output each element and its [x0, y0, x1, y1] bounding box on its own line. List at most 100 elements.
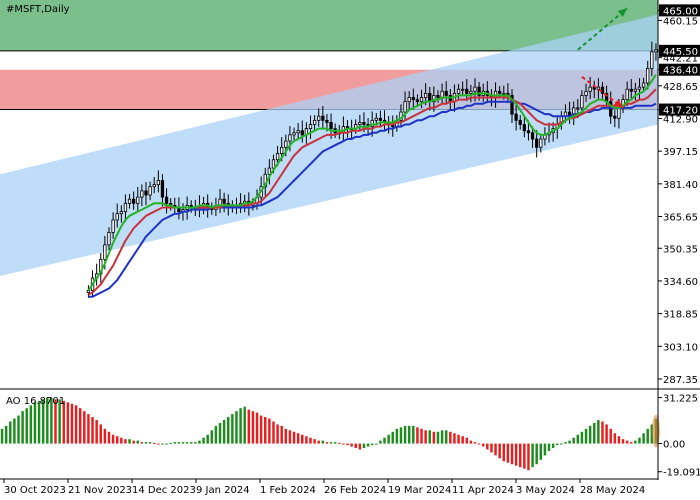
ao-bar: [99, 424, 102, 444]
candle-down: [609, 101, 613, 117]
candle: [317, 108, 321, 127]
ao-bar: [206, 434, 209, 444]
candle-up: [292, 132, 296, 136]
ao-bar: [502, 443, 506, 462]
ao-bar: [350, 443, 353, 447]
ao-bar: [214, 425, 218, 444]
date-tick-label: 11 Apr 2024: [452, 485, 514, 496]
candle: [596, 78, 601, 100]
candle-down: [411, 97, 415, 100]
ao-bar: [535, 443, 538, 465]
ao-bar: [547, 443, 551, 451]
candle-up: [119, 211, 123, 215]
ao-bar: [601, 421, 604, 444]
price-tick-label: 365.65: [663, 213, 698, 224]
candle-down: [329, 122, 333, 130]
ao-bar: [440, 430, 444, 444]
ao-bar: [58, 399, 61, 444]
price-tick-label: 318.85: [663, 310, 698, 321]
candle-down: [522, 124, 526, 132]
candle-up: [419, 97, 424, 103]
ao-bar: [556, 443, 559, 446]
candle-up: [103, 244, 107, 260]
ao-bar: [132, 440, 135, 444]
candle: [321, 106, 325, 129]
candle-down: [300, 130, 304, 136]
candle: [144, 181, 148, 206]
candle-up: [407, 97, 411, 103]
ao-bar: [78, 408, 82, 444]
ao-bar: [189, 442, 193, 444]
ao-bar: [103, 428, 107, 444]
candle: [222, 192, 226, 213]
candle-down: [444, 90, 448, 96]
ao-bar: [74, 405, 78, 444]
candle: [312, 115, 317, 130]
candle-up: [502, 92, 506, 95]
ao-bar: [387, 434, 390, 444]
ao-bar: [477, 443, 481, 445]
candle-down: [325, 119, 329, 123]
ao-bar: [514, 443, 518, 466]
ao-bar: [634, 440, 637, 444]
ao-bar: [572, 437, 575, 444]
arrow-up-line: [577, 7, 628, 51]
price-tag-label: 445.50: [663, 47, 698, 58]
ao-bar: [128, 439, 131, 444]
ao-bar: [543, 443, 547, 456]
candle: [436, 90, 440, 103]
candle-up: [374, 117, 378, 121]
price-tick-label: 412.90: [663, 114, 698, 125]
date-tick-label: 21 Nov 2023: [68, 485, 132, 496]
candle-up: [646, 68, 650, 84]
candle-up: [123, 202, 128, 213]
candle-up: [280, 146, 284, 154]
ao-bar: [527, 443, 530, 471]
ao-bar: [568, 440, 571, 444]
candle-down: [222, 198, 226, 204]
ao-bar: [140, 442, 144, 444]
ao-bar: [317, 440, 320, 444]
ao-bar: [111, 434, 115, 444]
ao-bar: [173, 442, 177, 444]
ao-bar: [165, 443, 168, 445]
candle-up: [115, 213, 119, 221]
date-tick-label: 3 May 2024: [516, 485, 575, 496]
candle-down: [535, 138, 539, 148]
ao-bar: [621, 439, 625, 444]
ao-bar: [309, 437, 312, 444]
ao-bar: [338, 442, 341, 444]
candle: [535, 130, 539, 158]
ao-bar: [194, 442, 197, 444]
date-tick-label: 26 Feb 2024: [324, 485, 386, 496]
ao-bar: [498, 443, 501, 459]
ao-bar: [284, 428, 288, 444]
moving-averages: [87, 74, 657, 298]
candle: [111, 212, 115, 239]
candle-up: [308, 124, 313, 130]
ao-bar: [247, 409, 251, 444]
ao-bar: [91, 417, 94, 444]
candle-up: [140, 190, 144, 198]
candle-up: [312, 119, 317, 125]
ao-bar: [313, 439, 316, 444]
candle: [358, 114, 362, 131]
price-tag-bg: [659, 63, 700, 76]
candle-down: [514, 113, 518, 121]
ao-bar: [630, 442, 633, 444]
ao-bar: [202, 437, 205, 444]
candle: [510, 89, 514, 124]
candle: [629, 79, 633, 99]
ao-bar: [136, 440, 140, 444]
price-tick-label: 334.60: [663, 277, 698, 288]
candle: [127, 194, 132, 209]
candle: [296, 123, 300, 140]
candle-up: [136, 196, 140, 204]
ao-bar: [510, 443, 514, 465]
ao-bar: [301, 434, 304, 444]
ao-bar: [469, 440, 473, 444]
date-tick-label: 14 Dec 2023: [132, 485, 196, 496]
ao-bar: [650, 424, 654, 444]
ao-bar: [346, 443, 349, 446]
